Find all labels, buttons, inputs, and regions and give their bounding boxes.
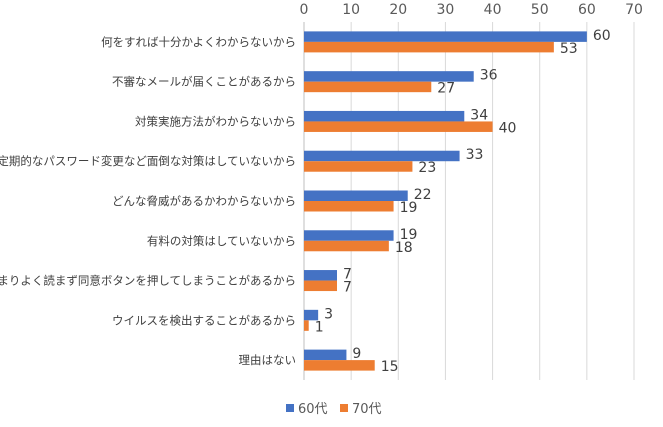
category-label: 対策実施方法がわからないから: [135, 114, 296, 128]
legend-swatch: [286, 404, 294, 412]
bar-series2: [304, 161, 413, 172]
category-label: ウイルスを検出することがあるから: [112, 313, 296, 327]
bar-series2: [304, 240, 389, 252]
legend-swatch: [340, 404, 348, 412]
bar-series2: [304, 121, 493, 132]
bar-series1: [304, 110, 465, 122]
data-label: 19: [400, 200, 418, 216]
x-tick-label: 20: [389, 2, 407, 18]
x-tick-label: 10: [342, 2, 360, 18]
x-tick-label: 70: [625, 2, 643, 18]
bar-series2: [304, 280, 337, 292]
data-label: 53: [560, 41, 578, 57]
data-label: 18: [395, 240, 413, 256]
bar-series1: [304, 31, 587, 42]
data-label: 22: [414, 187, 432, 203]
x-axis-ticks: 0 10 20 30 40 50 60 70: [300, 2, 643, 18]
category-labels: 何をすれば十分かよくわからないから不審なメールが届くことがあるから対策実施方法が…: [0, 35, 296, 367]
legend: 60代 70代: [286, 402, 382, 417]
bar-series1: [304, 270, 337, 281]
category-label: 何をすれば十分かよくわからないから: [101, 35, 296, 49]
bar-series1: [304, 150, 460, 162]
data-label: 40: [499, 120, 517, 136]
x-tick-label: 60: [578, 2, 596, 18]
bars: [304, 31, 587, 371]
bar-series1: [304, 349, 347, 361]
data-label: 7: [343, 280, 352, 296]
x-tick-label: 30: [437, 2, 455, 18]
category-label: 理由はない: [239, 353, 297, 367]
legend-label: 70代: [352, 402, 382, 417]
x-tick-label: 50: [531, 2, 549, 18]
category-label: あまりよく読まず同意ボタンを押してしまうことがあるから: [0, 274, 296, 288]
data-label: 3: [324, 306, 333, 322]
category-label: どんな脅威があるかわからないから: [112, 194, 296, 208]
data-label: 7: [343, 267, 352, 283]
data-label: 23: [418, 160, 436, 176]
data-label: 33: [466, 147, 484, 163]
data-label: 60: [593, 28, 611, 44]
category-label: 不審なメールが届くことがあるから: [112, 75, 296, 89]
bar-series2: [304, 360, 375, 371]
data-label: 19: [400, 227, 418, 243]
data-label: 15: [381, 359, 399, 375]
bar-series2: [304, 41, 554, 53]
x-tick-label: 0: [300, 2, 309, 18]
data-label: 1: [315, 319, 324, 335]
bar-series1: [304, 309, 319, 321]
data-label: 27: [437, 81, 455, 97]
bar-series2: [304, 81, 432, 93]
data-label: 36: [480, 68, 498, 84]
data-label: 9: [352, 346, 361, 362]
bar-series1: [304, 230, 394, 241]
bar-series2: [304, 320, 309, 331]
bar-series1: [304, 190, 408, 201]
category-label: 定期的なパスワード変更など面倒な対策はしていないから: [0, 154, 296, 168]
category-label: 有料の対策はしていないから: [147, 234, 296, 248]
x-tick-label: 40: [484, 2, 502, 18]
data-label: 34: [470, 107, 488, 123]
bar-series1: [304, 71, 474, 82]
legend-label: 60代: [298, 402, 328, 417]
bar-series2: [304, 201, 394, 212]
